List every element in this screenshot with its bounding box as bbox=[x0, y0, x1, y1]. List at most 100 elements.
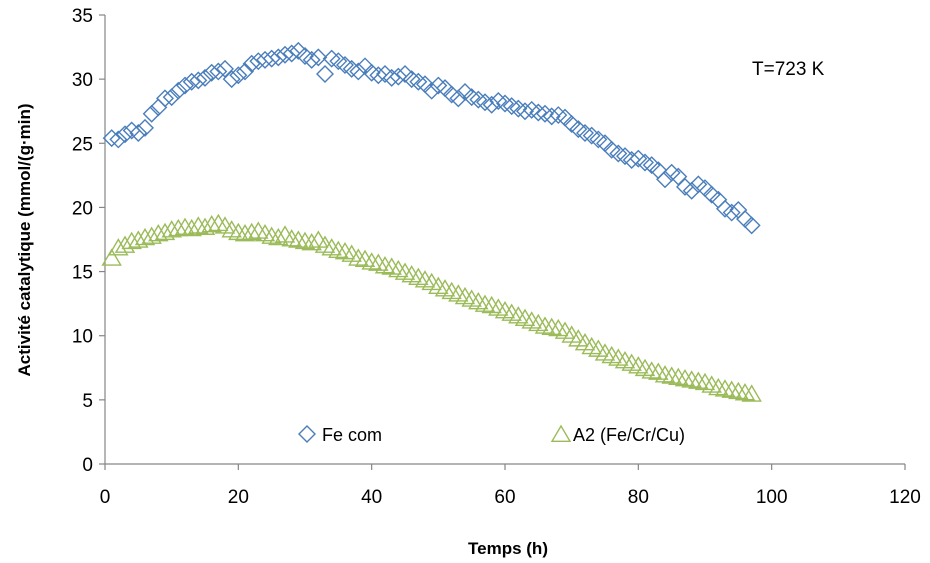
data-point bbox=[174, 217, 196, 235]
data-point bbox=[289, 41, 308, 60]
data-point bbox=[562, 115, 581, 134]
data-point bbox=[694, 372, 716, 391]
temperature-annotation: T=723 K bbox=[752, 59, 825, 80]
data-point bbox=[648, 362, 669, 380]
data-point bbox=[382, 68, 401, 87]
data-point bbox=[674, 368, 696, 387]
data-point bbox=[601, 345, 622, 364]
data-point bbox=[301, 232, 322, 251]
y-ticks: 0 5 10 15 20 25 30 35 bbox=[72, 6, 105, 476]
data-point bbox=[628, 356, 649, 374]
data-point bbox=[521, 311, 542, 329]
data-point bbox=[729, 201, 748, 219]
data-point bbox=[202, 63, 221, 82]
data-point bbox=[121, 231, 142, 250]
data-point bbox=[549, 106, 568, 125]
data-point bbox=[156, 89, 174, 108]
data-point bbox=[434, 279, 456, 297]
data-point bbox=[334, 241, 356, 260]
data-point bbox=[201, 215, 222, 233]
data-point bbox=[634, 358, 656, 377]
data-point bbox=[721, 380, 742, 398]
data-point bbox=[476, 93, 494, 112]
data-point bbox=[468, 291, 489, 310]
data-point bbox=[302, 50, 321, 69]
x-tick-label: 80 bbox=[628, 487, 649, 508]
series-fe-com bbox=[102, 41, 761, 235]
data-point bbox=[169, 81, 188, 100]
data-point bbox=[261, 226, 282, 244]
legend-marker-fe-com bbox=[298, 425, 316, 443]
data-point bbox=[408, 267, 429, 285]
data-point bbox=[268, 227, 289, 246]
data-point bbox=[141, 226, 162, 244]
data-point bbox=[441, 281, 462, 300]
x-tick-label: 120 bbox=[889, 487, 921, 508]
data-point bbox=[522, 100, 541, 119]
data-point bbox=[221, 220, 242, 238]
data-point bbox=[661, 366, 682, 384]
data-point bbox=[734, 383, 756, 401]
data-point bbox=[728, 381, 749, 400]
data-point bbox=[374, 256, 396, 274]
data-point bbox=[242, 54, 261, 73]
y-tick-label: 30 bbox=[72, 70, 93, 91]
data-point bbox=[621, 353, 642, 371]
y-tick-label: 0 bbox=[82, 455, 93, 476]
data-point bbox=[322, 49, 341, 68]
data-point bbox=[134, 227, 156, 246]
data-point bbox=[708, 377, 729, 396]
data-point bbox=[208, 213, 229, 232]
y-tick-label: 5 bbox=[82, 391, 93, 412]
data-point bbox=[701, 375, 722, 393]
data-point bbox=[688, 371, 709, 389]
x-tick-label: 0 bbox=[100, 487, 111, 508]
data-point bbox=[414, 270, 436, 288]
y-tick-label: 15 bbox=[72, 263, 93, 284]
data-point bbox=[148, 223, 169, 242]
data-point bbox=[196, 68, 214, 87]
data-point bbox=[668, 367, 689, 386]
data-point bbox=[228, 222, 249, 241]
data-point bbox=[276, 45, 294, 64]
data-point bbox=[282, 44, 301, 63]
data-point bbox=[188, 216, 209, 234]
data-point bbox=[474, 294, 496, 312]
data-point bbox=[428, 276, 449, 294]
data-point bbox=[462, 88, 481, 107]
data-point bbox=[349, 62, 368, 81]
data-point bbox=[396, 65, 414, 84]
y-tick-label: 35 bbox=[72, 6, 93, 27]
data-point bbox=[154, 222, 176, 241]
data-point bbox=[636, 153, 654, 172]
data-point bbox=[448, 284, 469, 302]
y-tick-label: 25 bbox=[72, 134, 93, 155]
data-point bbox=[509, 99, 528, 118]
data-point bbox=[102, 129, 121, 148]
data-point bbox=[508, 306, 529, 324]
data-point bbox=[654, 365, 676, 383]
data-point bbox=[316, 65, 334, 84]
y-axis-title: Activité catalytique (mmol/(g·min) bbox=[15, 104, 34, 377]
data-point bbox=[714, 379, 736, 397]
data-point bbox=[109, 130, 128, 149]
data-point bbox=[622, 150, 641, 169]
y-tick-label: 10 bbox=[72, 327, 93, 348]
data-point bbox=[409, 72, 428, 91]
data-point bbox=[182, 72, 201, 91]
data-point bbox=[681, 370, 702, 388]
data-point bbox=[369, 66, 388, 85]
data-point bbox=[469, 90, 488, 109]
data-point bbox=[248, 221, 269, 239]
data-point bbox=[354, 249, 376, 268]
data-point bbox=[128, 230, 149, 248]
data-point bbox=[609, 144, 628, 163]
x-tick-label: 20 bbox=[228, 487, 249, 508]
data-point bbox=[362, 63, 381, 82]
data-point bbox=[429, 76, 448, 95]
data-point bbox=[741, 384, 762, 402]
data-point bbox=[401, 265, 422, 283]
x-tick-label: 40 bbox=[361, 487, 382, 508]
data-point bbox=[502, 97, 521, 116]
